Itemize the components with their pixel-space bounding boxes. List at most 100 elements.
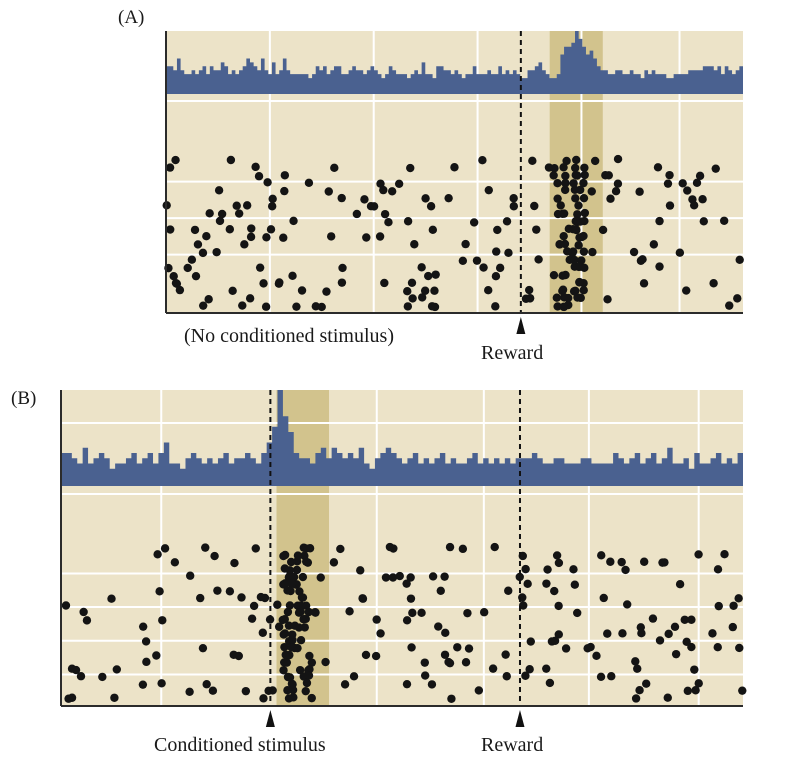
panel-b-spike	[284, 694, 294, 703]
panel-b-spike	[458, 544, 468, 554]
panel-a-spike	[202, 232, 211, 241]
panel-a-spike	[191, 271, 201, 281]
panel-a-spike	[558, 271, 567, 280]
panel-a-spike	[428, 225, 438, 235]
panel-a-spike	[408, 294, 417, 303]
panel-a-spike	[725, 301, 734, 310]
panel-a-spike	[406, 163, 415, 173]
panel-b-spike	[376, 629, 385, 638]
panel-b-spike	[287, 579, 297, 588]
panel-b-spike	[310, 607, 320, 617]
panel-b-spike	[155, 587, 164, 596]
panel-a-spike	[234, 209, 244, 218]
panel-a-spike	[292, 302, 301, 311]
panel-b-spike	[694, 550, 703, 559]
panel-b-cs-arrow-icon	[265, 710, 275, 727]
panel-b-spike	[230, 558, 239, 568]
panel-b-label: (B)	[11, 388, 37, 409]
panel-b-plot-background	[61, 390, 743, 706]
panel-a-spike	[655, 216, 664, 226]
panel-a-spike	[242, 201, 252, 210]
panel-a-spike	[579, 247, 589, 256]
panel-a-spike	[698, 195, 707, 204]
panel-a-spike	[424, 271, 433, 281]
panel-a-spike	[663, 179, 673, 188]
panel-a-spike	[553, 302, 562, 311]
panel-a-spike	[324, 187, 333, 196]
panel-a-spike	[601, 171, 610, 180]
panel-a-spike	[558, 285, 568, 294]
panel-a-spike	[289, 216, 298, 226]
panel-b-spike	[675, 580, 685, 589]
panel-a-spike	[226, 155, 236, 165]
panel-a-spike	[166, 225, 175, 234]
panel-a-spike	[255, 263, 265, 272]
panel-b-spike	[515, 572, 524, 582]
panel-a-spike	[552, 293, 562, 302]
panel-a-reward-arrow-icon	[516, 317, 526, 334]
panel-b-spike	[607, 672, 616, 681]
panel-b-spike	[185, 687, 194, 697]
panel-b-spike	[210, 551, 219, 561]
panel-b-spike	[461, 658, 471, 667]
panel-a-spike	[420, 286, 430, 295]
panel-b-spike	[76, 672, 86, 681]
panel-a-spike	[254, 172, 264, 181]
panel-b-spike	[385, 542, 395, 552]
panel-b-spike	[316, 573, 325, 582]
panel-a-no-cs-label: (No conditioned stimulus)	[184, 325, 394, 347]
panel-b-spike	[402, 679, 412, 689]
panel-b-spike	[284, 621, 294, 630]
panel-a-spike	[183, 263, 192, 273]
panel-a-spike	[337, 278, 347, 287]
panel-b-spike	[453, 643, 462, 652]
panel-b-spike	[552, 551, 562, 560]
panel-a-spike	[421, 194, 430, 203]
panel-b-spike	[213, 586, 222, 595]
panel-b-spike	[153, 550, 162, 559]
panel-b-spike	[388, 573, 398, 582]
panel-a-spike	[711, 164, 720, 173]
panel-a-spike	[366, 202, 376, 211]
panel-a-spike	[549, 270, 559, 280]
panel-a-spike	[450, 163, 459, 172]
panel-b-spike	[728, 622, 738, 632]
panel-b-spike	[82, 616, 92, 625]
panel-b-spike	[229, 650, 238, 659]
panel-b-spike	[479, 608, 489, 617]
panel-a-spike	[525, 294, 535, 303]
panel-b-spike	[406, 594, 416, 603]
panel-a-spike	[682, 286, 691, 295]
panel-b-spike	[402, 616, 412, 625]
panel-a-spike	[509, 194, 518, 203]
panel-b-spike	[420, 658, 429, 667]
panel-a-spike	[263, 178, 272, 187]
panel-a-spike	[569, 287, 579, 296]
panel-a-spike	[214, 186, 224, 195]
panel-a-spike	[675, 248, 685, 257]
panel-b-spike	[441, 628, 450, 638]
panel-a-spike	[387, 187, 397, 196]
panel-b-spike	[304, 671, 314, 680]
panel-a-spike	[709, 279, 718, 288]
panel-a-spike	[683, 186, 692, 195]
panel-a-spike	[172, 279, 182, 288]
panel-b-spike	[274, 622, 284, 631]
panel-b-spike	[434, 622, 443, 631]
panel-b-spike	[687, 642, 696, 652]
panel-a-spike	[653, 163, 663, 172]
panel-b-spike	[618, 629, 627, 638]
panel-b-spike	[283, 607, 293, 617]
panel-a-spike	[530, 201, 539, 211]
panel-a-spike	[205, 209, 214, 218]
panel-b-spike	[289, 572, 299, 582]
panel-a-spike	[297, 286, 307, 295]
panel-a-spike	[403, 217, 413, 226]
panel-a-spike	[493, 225, 502, 235]
panel-a-spike	[735, 255, 744, 264]
panel-b-spike	[196, 593, 205, 603]
panel-b-spike	[71, 665, 81, 675]
panel-a-spike	[572, 155, 581, 165]
panel-b-spike	[603, 629, 612, 638]
panel-b-spike	[287, 679, 297, 688]
